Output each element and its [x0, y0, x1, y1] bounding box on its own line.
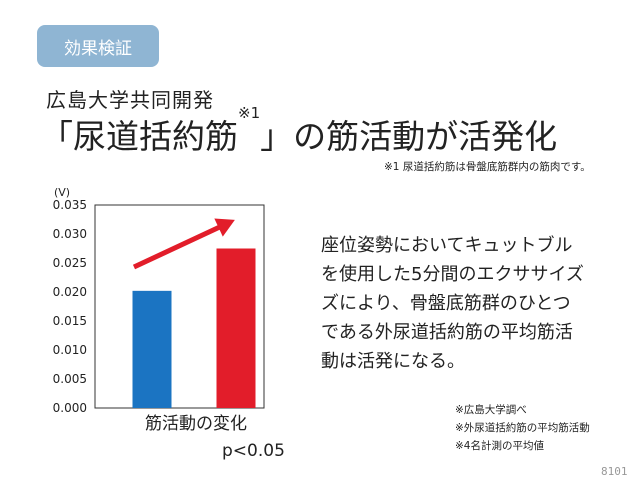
- bar-chart: 0.000 0.005 0.010 0.015 0.020 0.025 0.030 0.035…: [53, 186, 285, 461]
- document-code: 8101: [601, 465, 628, 478]
- y-tick-label: 0.010: [53, 343, 87, 357]
- y-tick-label: 0.025: [53, 256, 87, 270]
- y-tick-label: 0.005: [53, 372, 87, 386]
- title-rest: 」の筋活動が活発化: [260, 117, 558, 156]
- title-footnote-mark: ※1: [238, 104, 261, 122]
- bar: [132, 290, 172, 408]
- y-tick-label: 0.030: [53, 227, 87, 241]
- notes: ※広島大学調べ ※外尿道括約筋の平均筋活動 ※4名計測の平均値: [455, 401, 590, 455]
- description-line: を使用した5分間のエクササイズ: [321, 264, 584, 285]
- title-footnote: ※1 尿道括約筋は骨盤底筋群内の筋肉です。: [384, 161, 591, 173]
- section-badge: 効果検証: [37, 25, 159, 67]
- description: 座位姿勢においてキュットブル を使用した5分間のエクササイズ ズにより、骨盤底筋…: [321, 231, 611, 376]
- description-line: ズにより、骨盤底筋群のひとつ: [321, 293, 571, 314]
- y-tick-label: 0.020: [53, 285, 87, 299]
- trend-arrow-head: [214, 218, 235, 237]
- note-line: ※4名計測の平均値: [455, 440, 544, 452]
- description-line: である外尿道括約筋の平均筋活: [321, 322, 573, 343]
- title-main: 「尿道括約筋: [40, 117, 238, 156]
- y-axis-label: (V): [54, 186, 70, 199]
- plot-frame: [94, 204, 265, 409]
- p-value-annotation: p<0.05: [222, 441, 285, 461]
- bar: [216, 248, 256, 408]
- note-line: ※外尿道括約筋の平均筋活動: [455, 422, 590, 434]
- x-axis-label: 筋活動の変化: [145, 414, 247, 434]
- subtitle: 広島大学共同開発: [46, 88, 214, 112]
- trend-arrow-line: [132, 222, 226, 270]
- y-tick-label: 0.000: [53, 401, 87, 415]
- note-line: ※広島大学調べ: [455, 404, 527, 416]
- page-title: 「尿道括約筋※1」の筋活動が活発化: [40, 104, 558, 158]
- description-line: 動は活発になる。: [321, 351, 465, 372]
- y-tick-label: 0.015: [53, 314, 87, 328]
- y-tick-label: 0.035: [53, 198, 87, 212]
- description-line: 座位姿勢においてキュットブル: [321, 235, 573, 256]
